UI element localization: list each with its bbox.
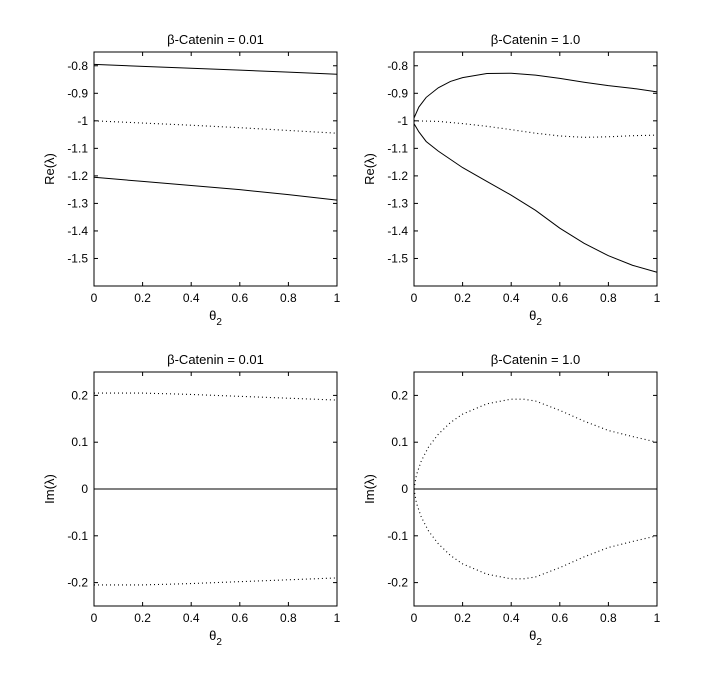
y-tick-label: -0.8 <box>387 59 408 73</box>
y-axis-label: Im(λ) <box>42 474 57 504</box>
x-axis-label-subscript: 2 <box>216 637 222 648</box>
x-tick-label: 1 <box>654 291 661 305</box>
x-tick-label: 0.4 <box>503 611 520 625</box>
x-tick-label: 0.4 <box>183 611 200 625</box>
chart-title: β-Catenin = 0.01 <box>167 32 264 47</box>
x-axis-label-base: θ <box>209 308 216 323</box>
y-tick-label: -1 <box>77 114 88 128</box>
y-axis-label: Re(λ) <box>42 153 57 185</box>
y-tick-label: -1.3 <box>67 196 88 210</box>
y-tick-label: -0.2 <box>387 576 408 590</box>
x-axis-label-subscript: 2 <box>216 317 222 328</box>
series-line-2 <box>413 120 658 138</box>
y-tick-label: -0.9 <box>67 86 88 100</box>
series-line-3 <box>413 123 658 273</box>
y-tick-label: -1.4 <box>67 224 88 238</box>
y-axis-label: Re(λ) <box>362 153 377 185</box>
x-tick-label: 0.2 <box>454 291 471 305</box>
x-axis-label-base: θ <box>529 308 536 323</box>
axes-frame <box>93 51 338 287</box>
x-tick-label: 1 <box>334 291 341 305</box>
x-tick-label: 0.2 <box>454 611 471 625</box>
y-tick-label: 0 <box>401 482 408 496</box>
x-axis-label: θ2 <box>529 628 542 648</box>
x-tick-label: 0 <box>91 291 98 305</box>
y-tick-label: 0.2 <box>391 388 408 402</box>
subplot-4: 0 0.2 0.4 0.6 0.8 1 0.2 0.1 0 -0.1 -0.2 β-Catenin =… <box>362 352 661 648</box>
subplot-3: 0 0.2 0.4 0.6 0.8 1 0.2 0.1 0 -0.1 -0.2 β-Catenin =… <box>42 352 341 648</box>
x-tick-label: 1 <box>654 611 661 625</box>
y-tick-label: 0.1 <box>71 435 88 449</box>
subplot-2: 0 0.2 0.4 0.6 0.8 1 -0.8 -0.9 -1 -1.1 -1.2 -1.3 -1.4… <box>362 32 661 328</box>
y-tick-label: -1.5 <box>387 251 408 265</box>
x-tick-label: 0.4 <box>183 291 200 305</box>
series-line-3 <box>93 176 338 201</box>
y-tick-label: -1.5 <box>67 251 88 265</box>
y-tick-label: -0.9 <box>387 86 408 100</box>
y-tick-label: -1.2 <box>67 169 88 183</box>
y-tick-label: 0 <box>81 482 88 496</box>
series-line-1 <box>94 392 338 401</box>
series-line-3 <box>94 577 338 586</box>
x-axis-label-base: θ <box>529 628 536 643</box>
y-tick-label: -1 <box>397 114 408 128</box>
x-tick-label: 0.8 <box>280 611 297 625</box>
y-tick-label: -0.1 <box>387 529 408 543</box>
axes-frame <box>413 51 658 287</box>
y-tick-label: -1.2 <box>387 169 408 183</box>
x-tick-label: 0.6 <box>551 291 568 305</box>
x-tick-label: 0 <box>411 291 418 305</box>
x-axis-label-subscript: 2 <box>536 317 542 328</box>
y-tick-label: -1.3 <box>387 196 408 210</box>
y-tick-label: -1.1 <box>67 141 88 155</box>
x-tick-label: 0.2 <box>134 611 151 625</box>
chart-title: β-Catenin = 0.01 <box>167 352 264 367</box>
x-tick-label: 0 <box>91 611 98 625</box>
x-axis-label: θ2 <box>529 308 542 328</box>
chart-title: β-Catenin = 1.0 <box>491 32 581 47</box>
series-line-1 <box>413 72 658 119</box>
x-tick-label: 0.2 <box>134 291 151 305</box>
y-tick-label: -1.1 <box>387 141 408 155</box>
x-axis-label: θ2 <box>209 628 222 648</box>
subplot-1: 0 0.2 0.4 0.6 0.8 1 -0.8 -0.9 -1 -1.1 -1.2 -1.3 -1.4… <box>42 32 341 328</box>
y-tick-label: 0.1 <box>391 435 408 449</box>
x-axis-label-base: θ <box>209 628 216 643</box>
y-tick-label: -0.8 <box>67 59 88 73</box>
x-tick-label: 0.8 <box>280 291 297 305</box>
x-tick-label: 0.6 <box>231 611 248 625</box>
x-axis-label: θ2 <box>209 308 222 328</box>
x-tick-label: 0.8 <box>600 611 617 625</box>
chart-title: β-Catenin = 1.0 <box>491 352 581 367</box>
x-tick-label: 1 <box>334 611 341 625</box>
y-tick-label: -1.4 <box>387 224 408 238</box>
x-tick-label: 0.8 <box>600 291 617 305</box>
series-line-1 <box>93 63 338 75</box>
x-tick-label: 0.6 <box>551 611 568 625</box>
y-tick-label: -0.2 <box>67 576 88 590</box>
y-tick-label: -0.1 <box>67 529 88 543</box>
x-tick-label: 0.4 <box>503 291 520 305</box>
y-tick-label: 0.2 <box>71 388 88 402</box>
series-line-2 <box>93 120 338 134</box>
y-axis-label: Im(λ) <box>362 474 377 504</box>
x-tick-label: 0.6 <box>231 291 248 305</box>
x-axis-label-subscript: 2 <box>536 637 542 648</box>
x-tick-label: 0 <box>411 611 418 625</box>
